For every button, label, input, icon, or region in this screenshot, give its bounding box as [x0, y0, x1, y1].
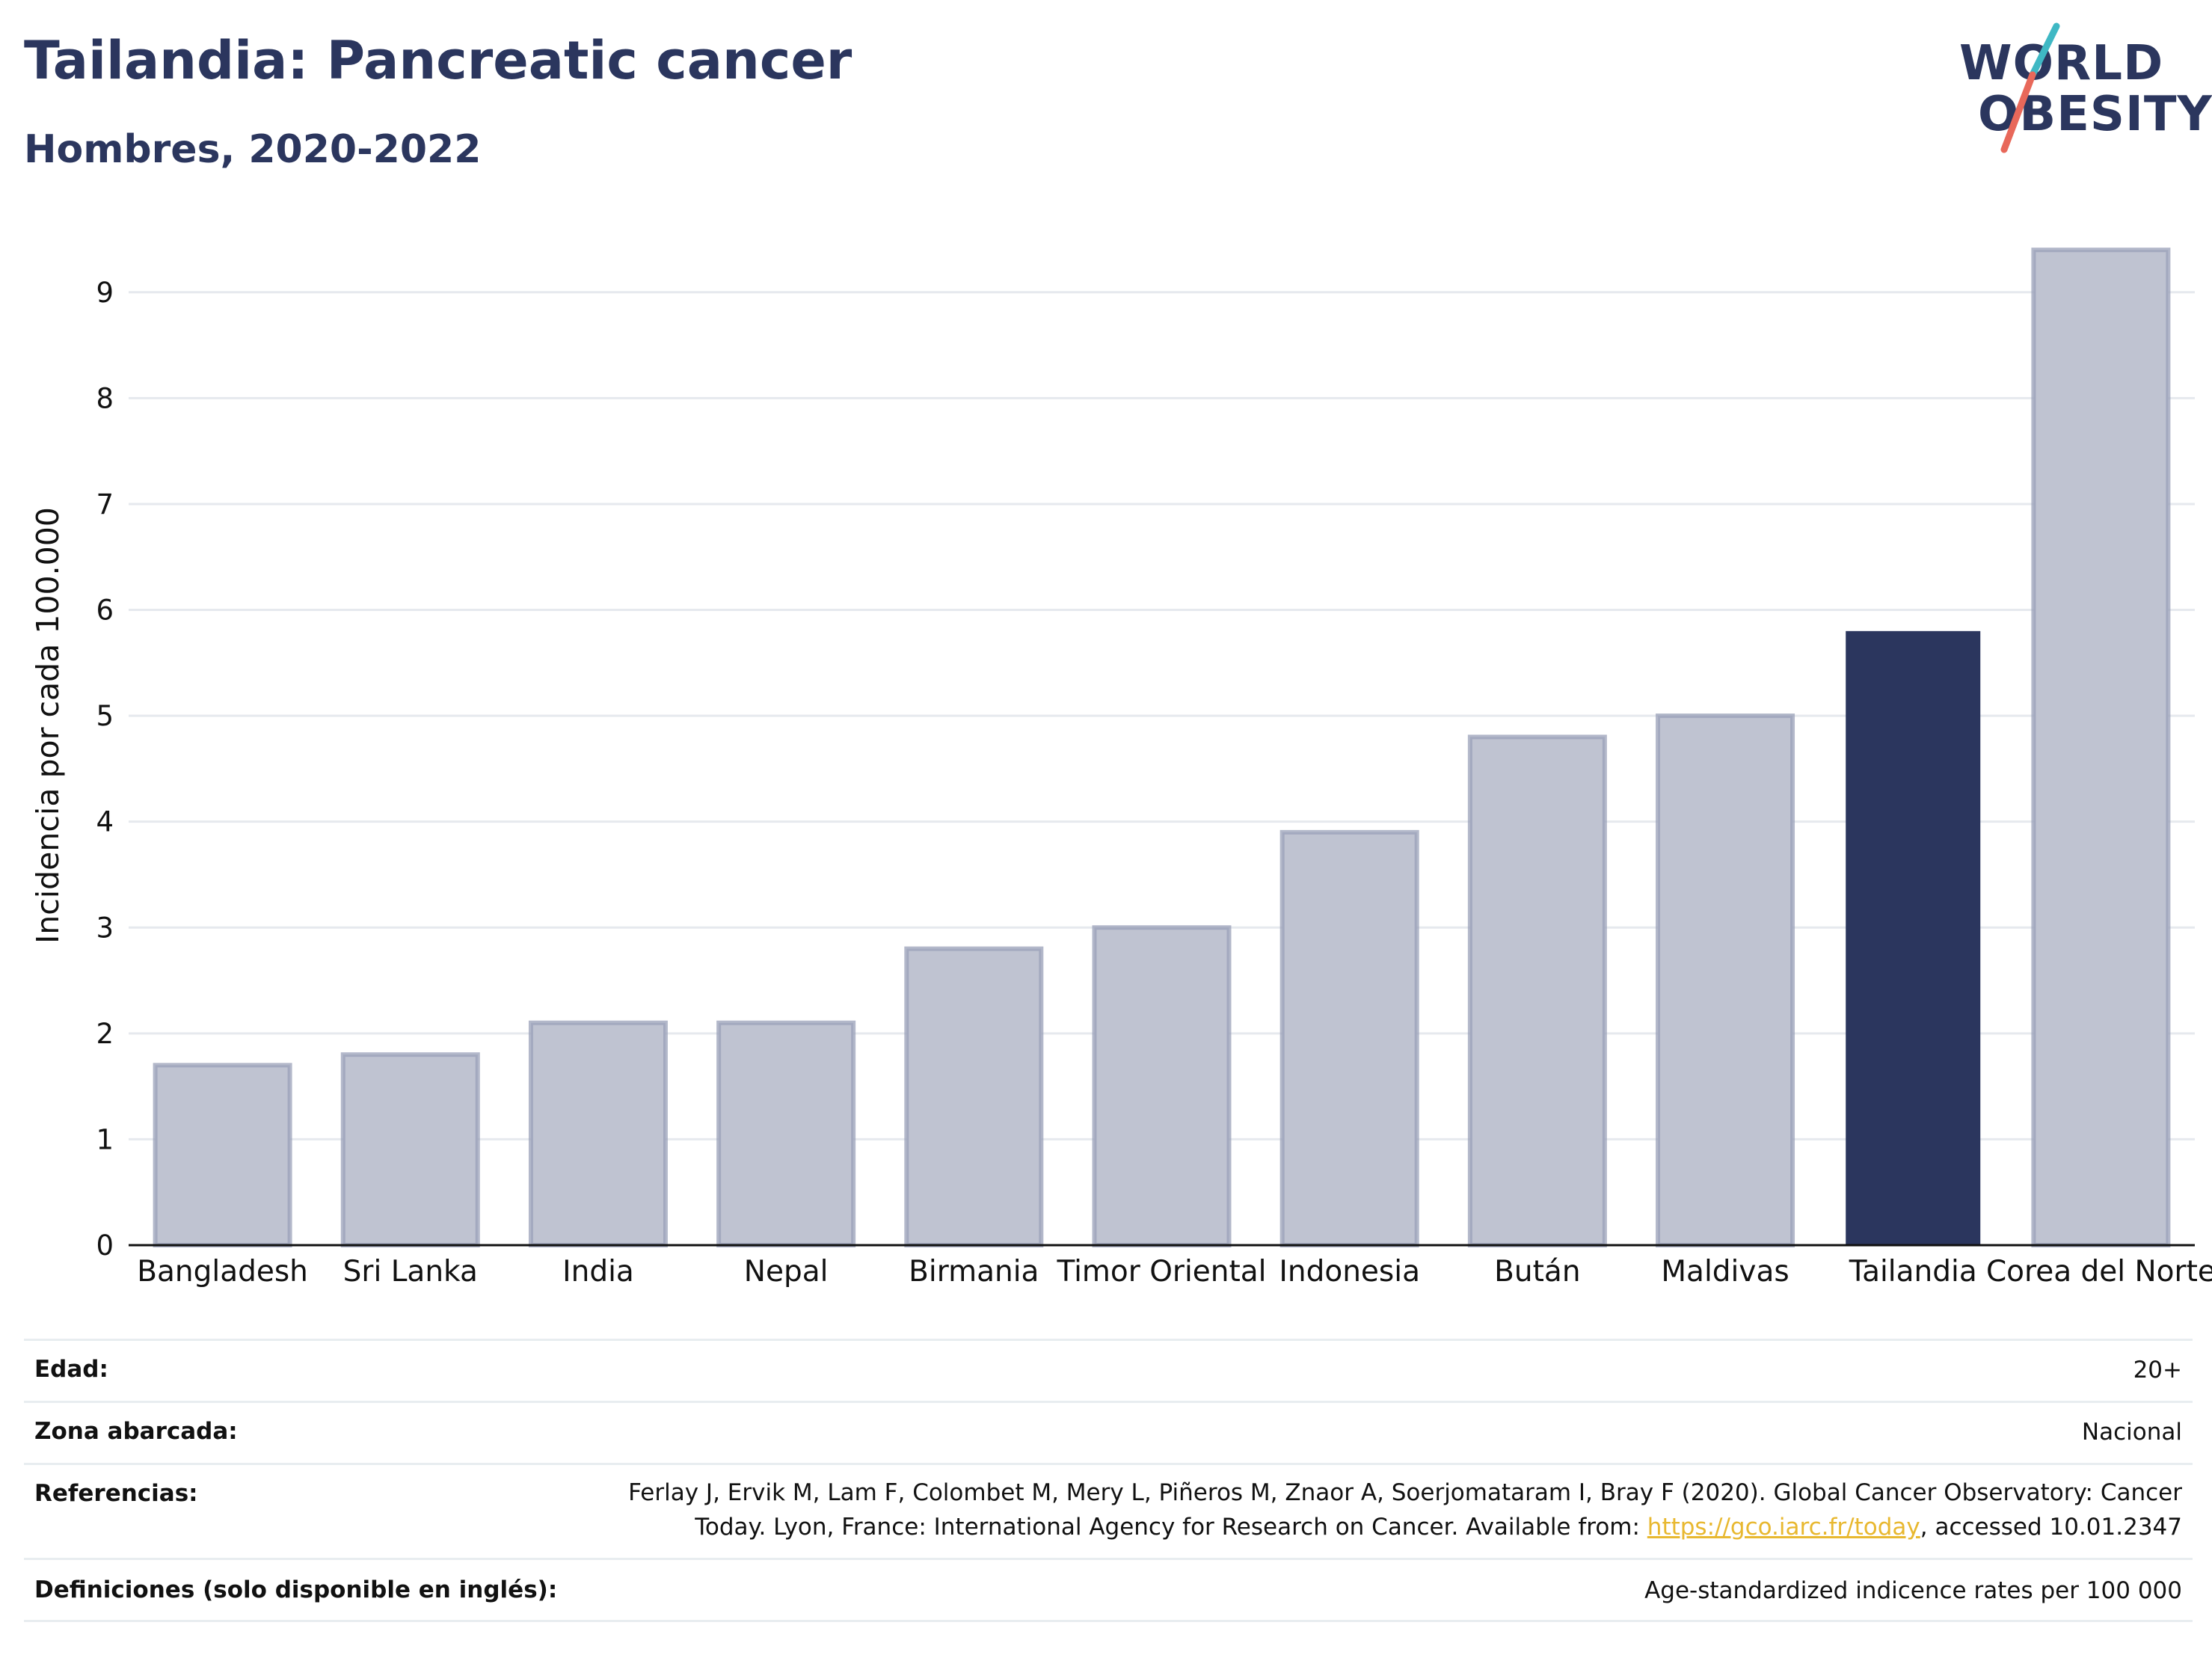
bar: [2031, 248, 2171, 1248]
x-tick-label: Nepal: [744, 1255, 829, 1289]
metadata-table: Edad: 20+ Zona abarcada: Nacional Refere…: [24, 1339, 2193, 1622]
references-label: Referencias:: [34, 1480, 198, 1507]
y-tick-label: 0: [96, 1229, 114, 1262]
x-tick-label: Timor Oriental: [1056, 1255, 1266, 1289]
references-line-1: Ferlay J, Ervik M, Lam F, Colombet M, Me…: [628, 1479, 2182, 1506]
y-tick-label: 3: [96, 912, 114, 944]
y-tick-label: 7: [96, 488, 114, 521]
chart-subtitle: Hombres, 2020-2022: [24, 127, 482, 172]
bar: [1846, 630, 1981, 1245]
references-text-before-link: Today. Lyon, France: International Agenc…: [695, 1514, 1647, 1541]
bars: [153, 248, 2171, 1248]
definitions-label: Definiciones (solo disponible en inglés)…: [34, 1576, 558, 1603]
y-tick-label: 8: [96, 382, 114, 414]
references-link[interactable]: https://gco.iarc.fr/today: [1647, 1514, 1920, 1541]
x-tick-label: Birmania: [909, 1255, 1039, 1289]
y-tick-label: 6: [96, 595, 114, 627]
references-value: Ferlay J, Ervik M, Lam F, Colombet M, Me…: [628, 1465, 2193, 1544]
world-obesity-logo: WORLD OBESITY: [1944, 22, 2212, 161]
bar: [1092, 925, 1232, 1248]
age-value: 20+: [2133, 1357, 2182, 1384]
meta-row-area: Zona abarcada: Nacional: [24, 1401, 2193, 1463]
bar: [153, 1063, 292, 1247]
y-tick-label: 9: [96, 277, 114, 309]
y-tick-label: 2: [96, 1018, 114, 1050]
meta-row-definitions: Definiciones (solo disponible en inglés)…: [24, 1558, 2193, 1622]
logo-line-1: WORLD: [1959, 36, 2164, 91]
bar: [1279, 829, 1419, 1248]
y-axis-label: Incidencia por cada 100.000: [30, 507, 66, 944]
references-line-2: Today. Lyon, France: International Agenc…: [628, 1510, 2182, 1544]
x-tick-label: India: [562, 1255, 634, 1289]
bar: [904, 946, 1044, 1248]
age-label: Edad:: [34, 1356, 108, 1383]
bar: [528, 1020, 668, 1247]
definitions-value: Age-standardized indicence rates per 100…: [1644, 1577, 2182, 1604]
x-tick-label: Corea del Norte: [1986, 1255, 2212, 1289]
bar: [1467, 734, 1607, 1247]
x-tick-label: Indonesia: [1279, 1255, 1420, 1289]
y-tick-label: 1: [96, 1123, 114, 1155]
x-tick-label: Bangladesh: [137, 1255, 308, 1289]
y-tick-label: 4: [96, 806, 114, 838]
meta-row-age: Edad: 20+: [24, 1339, 2193, 1401]
chart-title: Tailandia: Pancreatic cancer: [24, 30, 852, 91]
x-tick-label: Sri Lanka: [343, 1255, 478, 1289]
x-tick-label: Tailandia: [1849, 1255, 1977, 1289]
bar: [340, 1052, 480, 1247]
area-label: Zona abarcada:: [34, 1418, 238, 1445]
bar: [716, 1020, 856, 1247]
references-text-after-link: , accessed 10.01.2347: [1920, 1514, 2182, 1541]
x-tick-label: Bután: [1494, 1255, 1580, 1289]
y-tick-label: 5: [96, 700, 114, 732]
bar: [1656, 713, 1795, 1247]
bar-chart: 0 1 2 3 4 5 6 7 8 9 Bangladesh Sri Lanka India Nepal B…: [30, 248, 2212, 1289]
area-value: Nacional: [2081, 1419, 2182, 1446]
logo-slash-icon: [2000, 22, 2060, 153]
x-tick-label: Maldivas: [1661, 1255, 1789, 1289]
axes: 0 1 2 3 4 5 6 7 8 9 Bangladesh Sri Lanka India Nepal B…: [96, 277, 2212, 1289]
meta-row-references: Referencias: Ferlay J, Ervik M, Lam F, C…: [24, 1463, 2193, 1558]
